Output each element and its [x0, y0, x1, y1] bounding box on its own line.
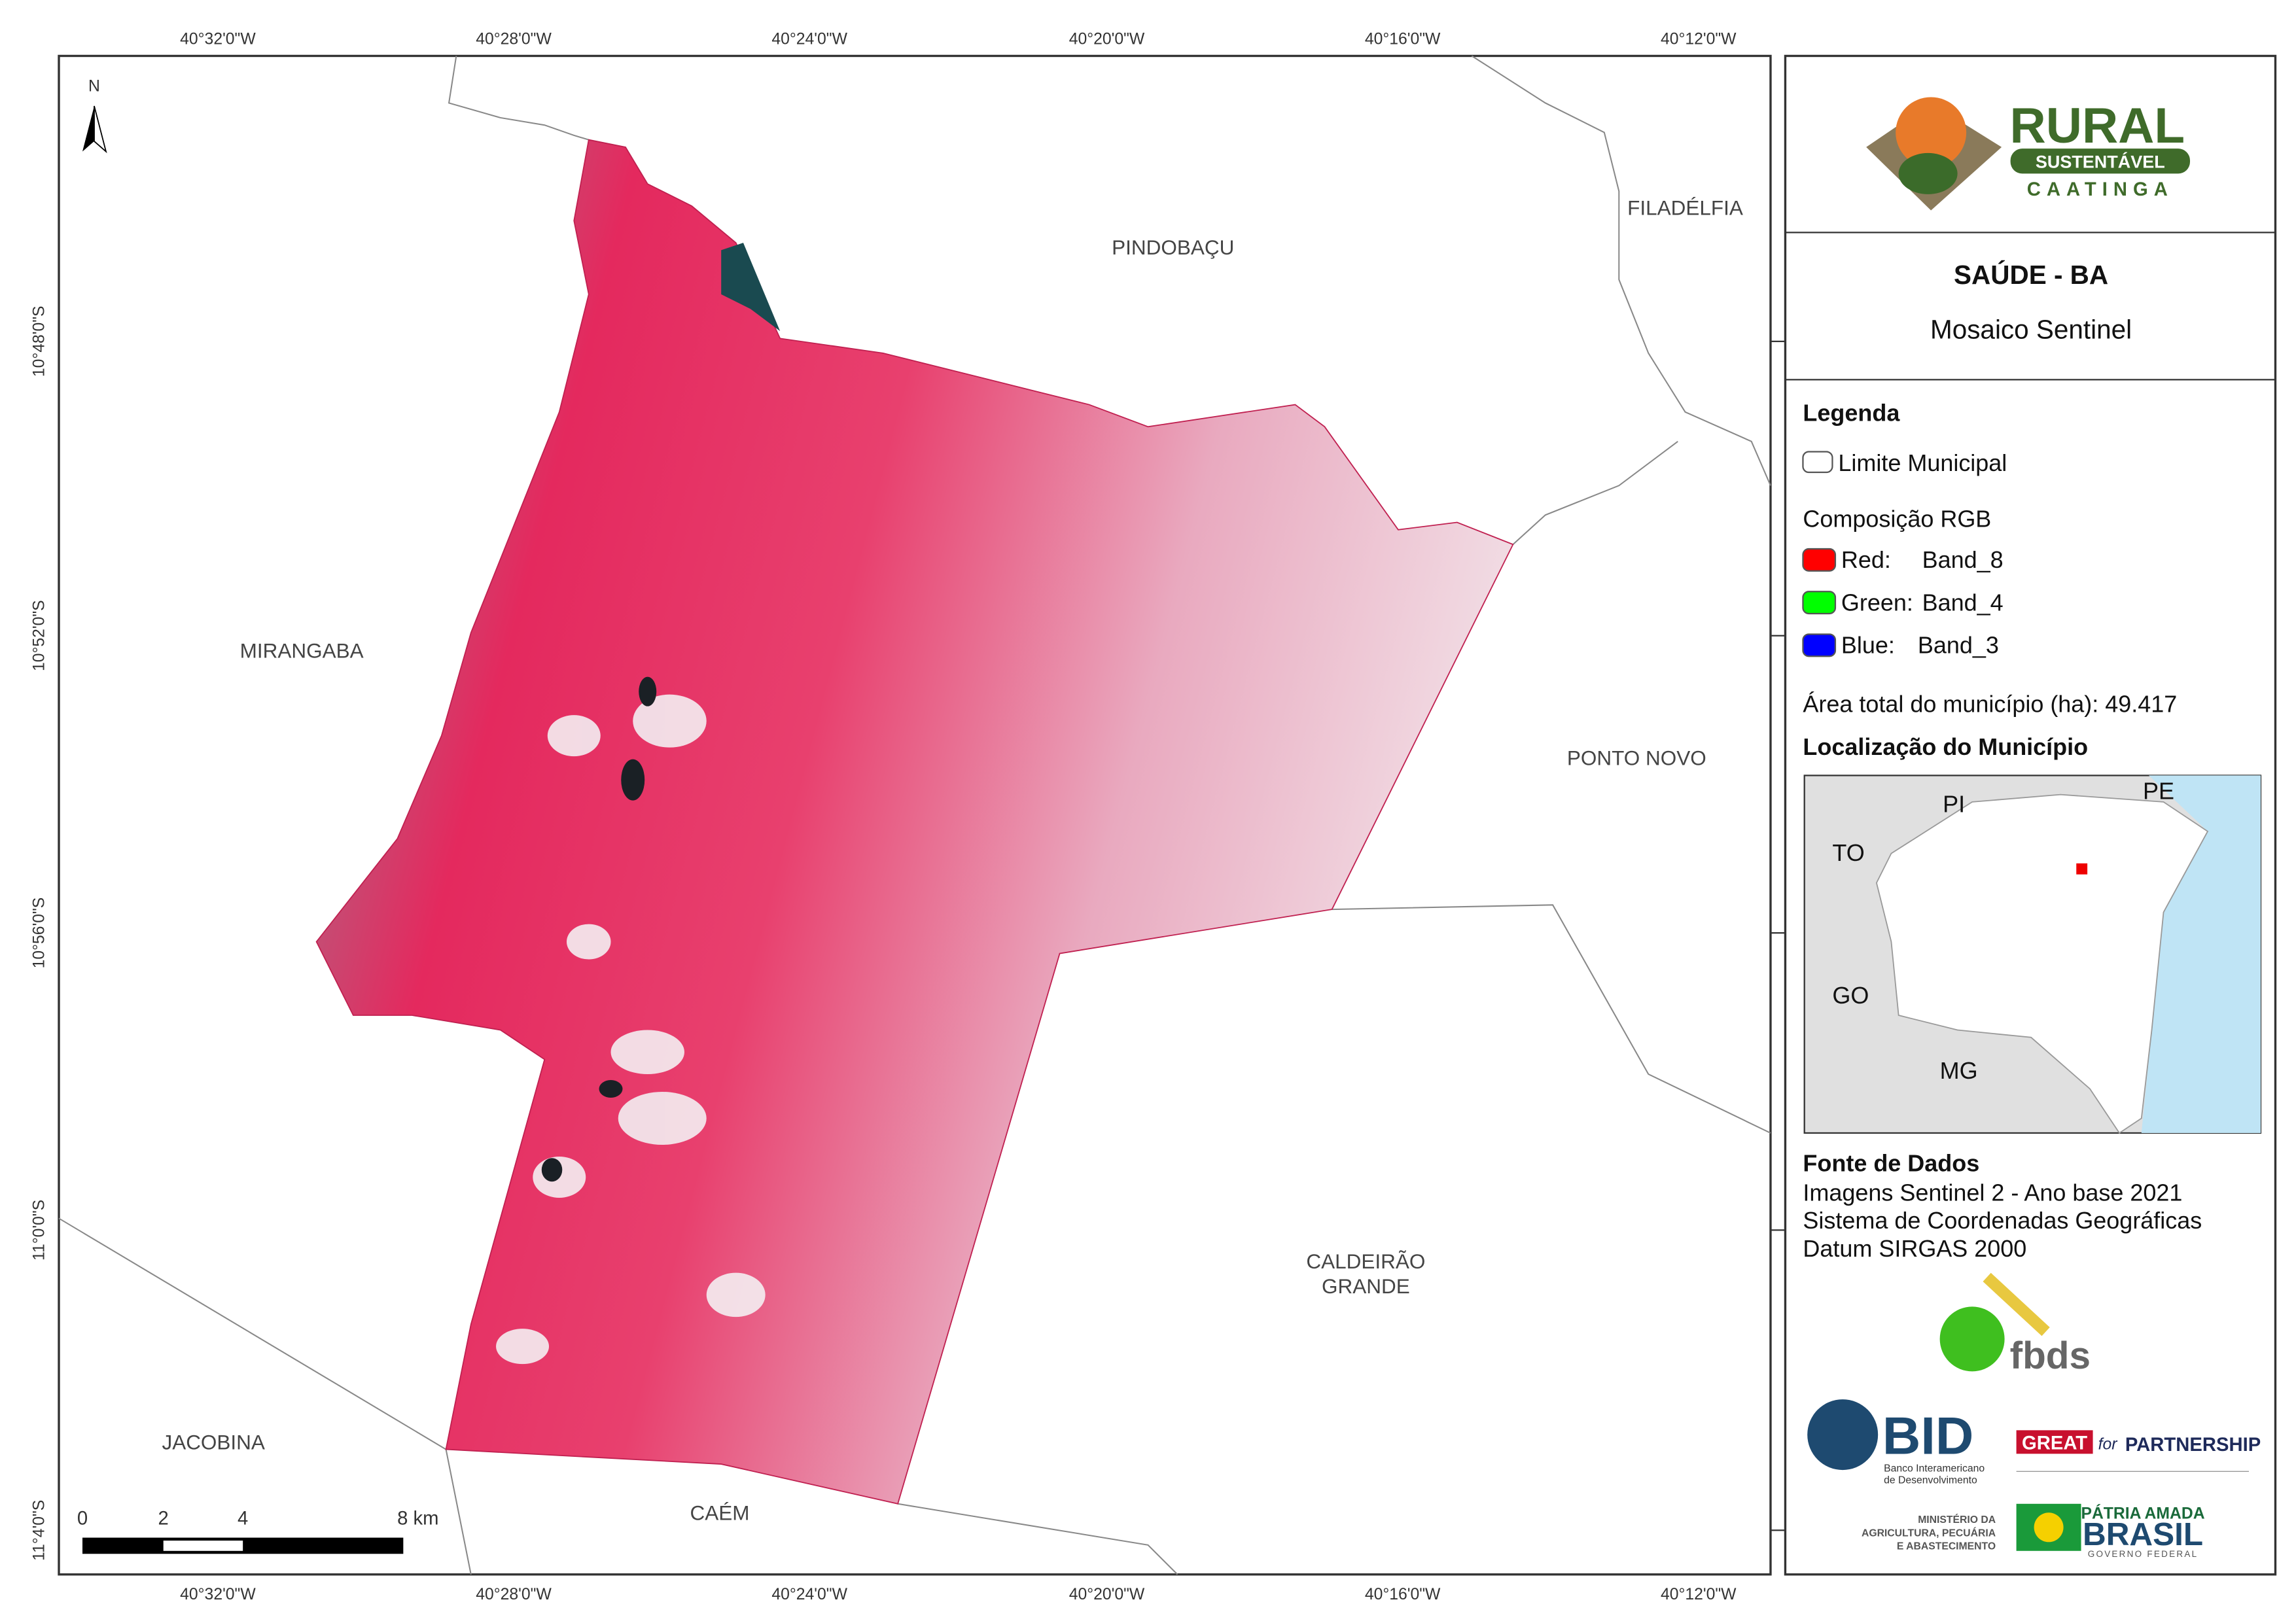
logo-title: RURAL: [2010, 98, 2185, 154]
state-label: PI: [1943, 791, 1965, 818]
bid-name: Banco Interamericano: [1884, 1463, 1985, 1474]
brasil-logo: GOVERNO FEDERAL: [2088, 1549, 2199, 1559]
state-label: GO: [1832, 982, 1869, 1009]
place: CAÉM: [690, 1501, 749, 1525]
coord-label: 40°28'0"W: [476, 30, 552, 48]
great-logo: PARTNERSHIP: [2125, 1435, 2261, 1456]
legend-heading: Legenda: [1803, 399, 1900, 426]
fbds-logo: fbds: [2010, 1335, 2091, 1377]
location-heading: Localização do Município: [1803, 733, 2088, 760]
map-subtitle: Mosaico Sentinel: [1930, 314, 2132, 344]
source-line: Imagens Sentinel 2 - Ano base 2021: [1803, 1179, 2182, 1206]
coord-label: 40°12'0"W: [1661, 30, 1737, 48]
clouds: [496, 694, 766, 1365]
coord-label: 10°48'0"S: [31, 305, 48, 377]
bid-logo: BID: [1882, 1406, 1973, 1465]
scale-label: 2: [158, 1508, 169, 1529]
place: PONTO NOVO: [1567, 746, 1706, 770]
coord-label: 40°20'0"W: [1069, 30, 1145, 48]
partners: fbds BID Banco Interamericano de Desenvo…: [1807, 1272, 2261, 1559]
sources: Fonte de Dados Imagens Sentinel 2 - Ano …: [1803, 1149, 2202, 1261]
coord-label: 40°32'0"W: [180, 30, 256, 48]
scale-bar: 0 2 4 8 km: [77, 1508, 439, 1554]
bid-name: de Desenvolvimento: [1884, 1475, 1977, 1486]
coord-label: 11°0'0"S: [31, 1200, 48, 1261]
location-inset: PI PE TO GO MG: [1803, 775, 2262, 1134]
legend-subheading: Composição RGB: [1803, 505, 1991, 532]
place: MIRANGABA: [240, 638, 364, 662]
place: CALDEIRÃO: [1306, 1249, 1425, 1273]
legend-item: Band_8: [1922, 546, 2004, 573]
north-label: N: [88, 77, 100, 95]
ministry: E ABASTECIMENTO: [1897, 1541, 1996, 1552]
legend-item: Red:: [1841, 546, 1891, 573]
coord-label: 40°16'0"W: [1365, 1586, 1441, 1603]
brasil-logo: BRASIL: [2083, 1516, 2203, 1552]
boundaries: [58, 55, 1771, 1575]
coord-label: 40°12'0"W: [1661, 1586, 1737, 1603]
great-logo: for: [2098, 1436, 2119, 1454]
logo-region: CAATINGA: [2027, 179, 2174, 200]
source-line: Datum SIRGAS 2000: [1803, 1235, 2026, 1262]
coord-label: 40°28'0"W: [476, 1586, 552, 1603]
scale-label: 8 km: [397, 1508, 438, 1529]
scale-label: 4: [238, 1508, 248, 1529]
place: PINDOBAÇU: [1112, 236, 1234, 259]
great-logo: GREAT: [2022, 1433, 2087, 1454]
coord-label: 40°16'0"W: [1365, 30, 1441, 48]
legend-item: Blue:: [1841, 632, 1895, 659]
legend: Legenda Limite Municipal Composição RGB …: [1802, 399, 2177, 760]
coord-label: 11°4'0"S: [31, 1500, 48, 1561]
source-line: Sistema de Coordenadas Geográficas: [1803, 1207, 2202, 1234]
ministry: MINISTÉRIO DA: [1918, 1513, 1996, 1526]
legend-item: Band_3: [1918, 632, 1999, 659]
logo: RURAL SUSTENTÁVEL CAATINGA: [1866, 97, 2191, 211]
municipality-image: [315, 139, 1514, 1505]
legend-item: Green:: [1841, 589, 1913, 616]
brasil-logo: PÁTRIA AMADA: [2081, 1504, 2204, 1522]
logo-subtitle: SUSTENTÁVEL: [2036, 151, 2165, 171]
state-label: MG: [1940, 1057, 1978, 1084]
coord-label: 40°20'0"W: [1069, 1586, 1145, 1603]
sources-heading: Fonte de Dados: [1803, 1149, 1979, 1176]
place: JACOBINA: [162, 1431, 264, 1454]
legend-item: Limite Municipal: [1838, 449, 2007, 476]
coord-label: 40°32'0"W: [180, 1586, 256, 1603]
map-title: SAÚDE - BA: [1954, 260, 2108, 290]
place: FILADÉLFIA: [1627, 196, 1743, 219]
legend-item: Band_4: [1922, 589, 2004, 616]
coord-label: 40°24'0"W: [771, 30, 847, 48]
scale-label: 0: [77, 1508, 88, 1529]
place: GRANDE: [1322, 1274, 1410, 1298]
area-text: Área total do município (ha): 49.417: [1803, 691, 2177, 718]
state-label: PE: [2143, 777, 2174, 804]
coord-label: 10°56'0"S: [31, 898, 48, 969]
coordinates: 40°32'0"W 40°28'0"W 40°24'0"W 40°20'0"W 40°1…: [31, 30, 1786, 1603]
state-label: TO: [1832, 839, 1864, 866]
place-labels: PINDOBAÇU FILADÉLFIA MIRANGABA PONTO NOV…: [162, 196, 1742, 1524]
ministry: AGRICULTURA, PECUÁRIA: [1862, 1526, 1996, 1539]
shadows: [541, 243, 781, 1182]
coord-label: 40°24'0"W: [771, 1586, 847, 1603]
coord-label: 10°52'0"S: [31, 600, 48, 671]
